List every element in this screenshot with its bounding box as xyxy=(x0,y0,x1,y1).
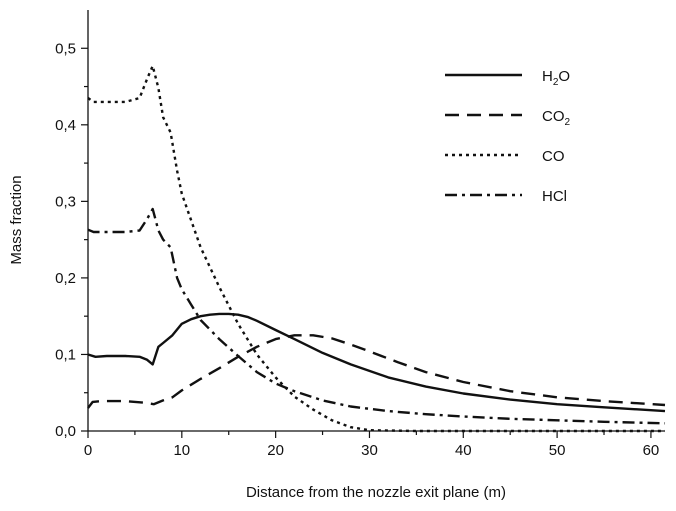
x-tick-label: 40 xyxy=(455,442,472,459)
y-tick-label: 0,4 xyxy=(55,117,76,134)
y-tick-label: 0,3 xyxy=(55,193,76,210)
y-tick-label: 0,0 xyxy=(55,423,76,440)
legend-label-hcl: HCl xyxy=(542,188,567,205)
legend: H2O CO2 CO HCl xyxy=(445,68,571,205)
legend-label-co: CO xyxy=(542,148,565,165)
series-lines xyxy=(87,64,666,433)
x-tick-label: 30 xyxy=(361,442,378,459)
series-line-h2o xyxy=(87,312,666,413)
series-line-hcl xyxy=(87,207,666,425)
y-tick-label: 0,1 xyxy=(55,346,76,363)
axes: 0,0 0,1 0,2 0,3 0,4 0,5 0 10 20 30 40 50 60 xyxy=(55,10,665,459)
legend-label-h2o: H2O xyxy=(542,68,570,88)
x-tick-label: 10 xyxy=(173,442,190,459)
x-tick-label: 20 xyxy=(267,442,284,459)
x-tick-label: 60 xyxy=(643,442,660,459)
series-line-co xyxy=(87,64,665,433)
x-tick-label: 50 xyxy=(549,442,566,459)
y-axis-label: Mass fraction xyxy=(8,175,25,264)
series-line-co2 xyxy=(87,334,666,409)
y-tick-label: 0,2 xyxy=(55,270,76,287)
y-tick-label: 0,5 xyxy=(55,40,76,57)
x-tick-label: 0 xyxy=(84,442,92,459)
legend-label-co2: CO2 xyxy=(542,108,571,128)
x-axis-label: Distance from the nozzle exit plane (m) xyxy=(246,484,506,501)
